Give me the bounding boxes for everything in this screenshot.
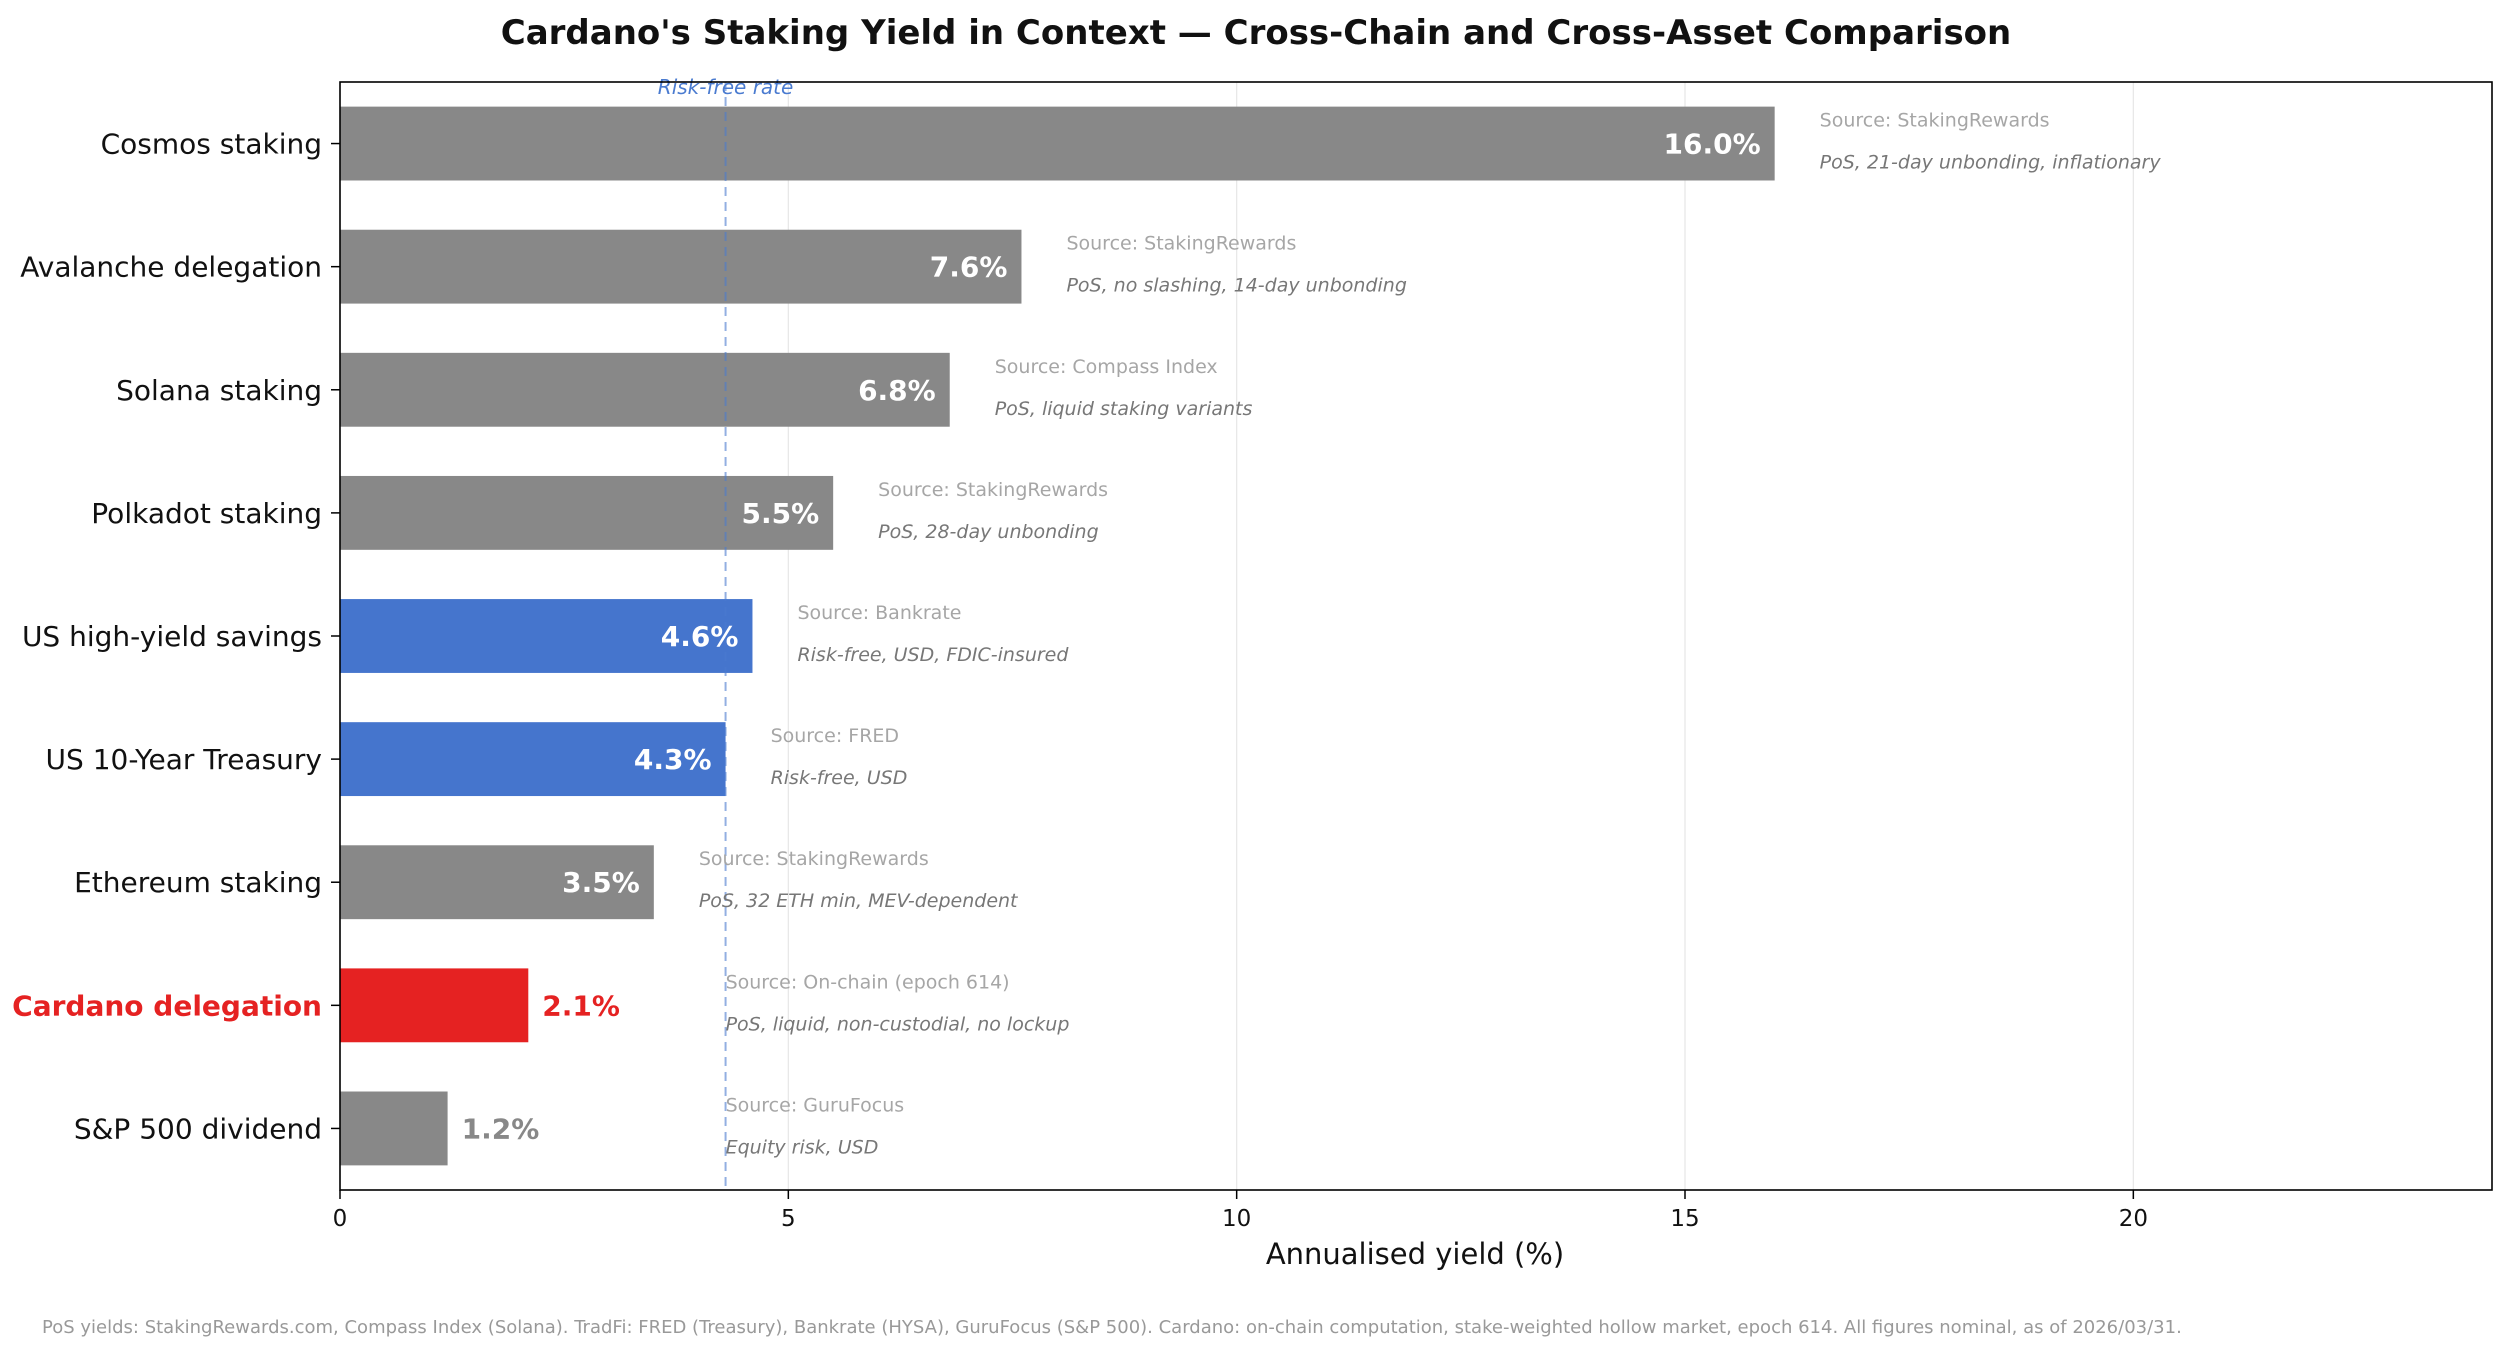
bar-value-label: 2.1% bbox=[542, 989, 620, 1022]
bar-source-note: Source: StakingRewards bbox=[878, 479, 1108, 501]
bar-description-note: PoS, 21-day unbonding, inflationary bbox=[1820, 152, 2162, 174]
bar-description-note: PoS, no slashing, 14-day unbonding bbox=[1066, 275, 1406, 297]
y-tick-label: Cardano delegation bbox=[12, 989, 322, 1022]
bar-value-label: 3.5% bbox=[562, 866, 640, 899]
y-tick-label: Polkadot staking bbox=[91, 497, 322, 530]
x-tick-label: 20 bbox=[2119, 1206, 2148, 1232]
bar-description-note: Risk-free, USD, FDIC-insured bbox=[797, 644, 1069, 666]
bar bbox=[340, 1091, 448, 1166]
risk-free-label: Risk-free rate bbox=[658, 75, 794, 99]
bar-source-note: Source: Bankrate bbox=[797, 602, 961, 624]
bar-source-note: Source: GuruFocus bbox=[726, 1094, 905, 1116]
x-tick-label: 5 bbox=[781, 1206, 796, 1232]
bar-source-note: Source: StakingRewards bbox=[1820, 110, 2050, 132]
bar bbox=[340, 845, 654, 920]
x-axis-label: Annualised yield (%) bbox=[1266, 1237, 1564, 1271]
risk-free-reference: Risk-free rate bbox=[658, 75, 794, 1190]
bar bbox=[340, 599, 753, 673]
x-tick-label: 10 bbox=[1222, 1206, 1251, 1232]
y-tick-label: US 10-Year Treasury bbox=[46, 743, 322, 776]
bar-description-note: Equity risk, USD bbox=[726, 1136, 879, 1158]
chart-title: Cardano's Staking Yield in Context — Cro… bbox=[501, 13, 2012, 53]
bar bbox=[340, 106, 1775, 181]
bar bbox=[340, 968, 529, 1043]
bar-source-note: Source: Compass Index bbox=[995, 356, 1218, 378]
x-tick-label: 15 bbox=[1670, 1206, 1699, 1232]
bar-source-note: Source: StakingRewards bbox=[1066, 233, 1296, 255]
footnote: PoS yields: StakingRewards.com, Compass … bbox=[42, 1317, 2182, 1338]
y-tick-label: Avalanche delegation bbox=[20, 251, 322, 284]
bar bbox=[340, 352, 950, 427]
bar-description-note: Risk-free, USD bbox=[771, 767, 908, 789]
y-tick-label: US high-yield savings bbox=[22, 620, 322, 653]
bar-value-label: 6.8% bbox=[858, 374, 936, 407]
bar-annotations: 16.0% Source: StakingRewards PoS, 21-day u… bbox=[462, 110, 2162, 1159]
bar-source-note: Source: On-chain (epoch 614) bbox=[726, 971, 1010, 993]
bar bbox=[340, 722, 726, 797]
bar-value-label: 1.2% bbox=[462, 1112, 540, 1145]
bar-description-note: PoS, 28-day unbonding bbox=[878, 521, 1099, 543]
y-tick-label: Solana staking bbox=[116, 374, 322, 407]
y-tick-label: Cosmos staking bbox=[101, 128, 322, 161]
bar-description-note: PoS, liquid staking variants bbox=[995, 398, 1253, 420]
bar-description-note: PoS, 32 ETH min, MEV-dependent bbox=[699, 890, 1019, 912]
bar-description-note: PoS, liquid, non-custodial, no lockup bbox=[726, 1013, 1070, 1035]
x-tick-label: 0 bbox=[333, 1206, 348, 1232]
bar-value-label: 5.5% bbox=[742, 497, 820, 530]
bar bbox=[340, 475, 834, 550]
bar-value-label: 4.3% bbox=[634, 743, 712, 776]
bar-source-note: Source: FRED bbox=[771, 725, 899, 747]
y-tick-label: Ethereum staking bbox=[74, 866, 322, 899]
axes: 0 5 10 15 20 Cosmos staking Avalanche delegati… bbox=[12, 128, 2148, 1232]
bar-value-label: 16.0% bbox=[1664, 128, 1761, 161]
bar-value-label: 4.6% bbox=[661, 620, 739, 653]
bars bbox=[340, 106, 1775, 1166]
bar bbox=[340, 229, 1022, 304]
y-tick-label: S&P 500 dividend bbox=[74, 1112, 322, 1145]
bar-source-note: Source: StakingRewards bbox=[699, 848, 929, 870]
bar-value-label: 7.6% bbox=[930, 251, 1008, 284]
